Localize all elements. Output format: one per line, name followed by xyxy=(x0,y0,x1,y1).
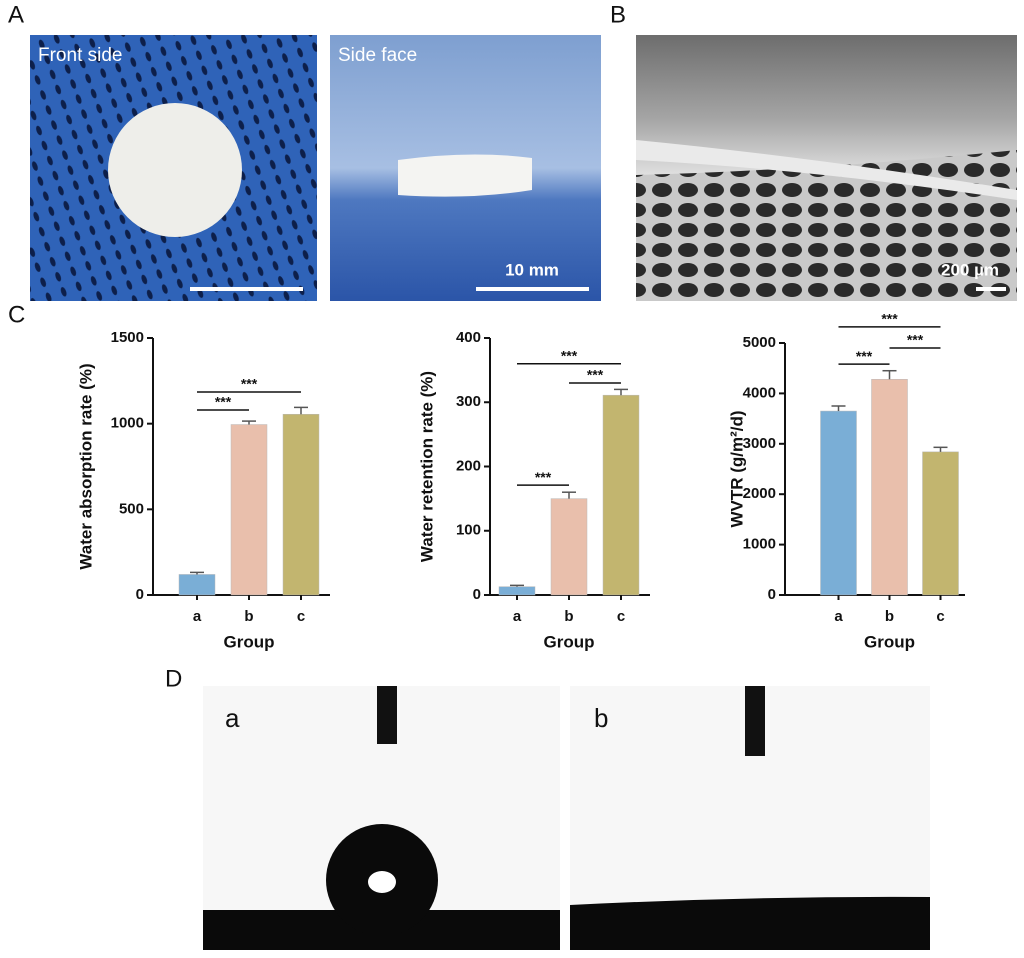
y-axis-label: WVTR (g/m²/d) xyxy=(727,410,746,527)
x-tick-label: a xyxy=(513,608,522,625)
bar xyxy=(922,451,959,596)
bar xyxy=(602,394,640,596)
photo-label: b xyxy=(594,703,608,733)
x-tick-label: b xyxy=(564,608,573,625)
y-tick-label: 0 xyxy=(768,586,776,603)
needle xyxy=(377,686,397,744)
bar xyxy=(820,410,857,596)
bar xyxy=(178,574,216,596)
y-tick-label: 3000 xyxy=(743,435,776,452)
bar xyxy=(282,413,320,596)
scale-bar xyxy=(976,287,1006,291)
panel-label: C xyxy=(8,301,25,328)
significance-label: *** xyxy=(856,348,873,364)
y-tick-label: 0 xyxy=(473,586,481,603)
y-tick-label: 0 xyxy=(136,586,144,603)
bar xyxy=(230,424,268,596)
bar xyxy=(550,498,588,596)
x-axis-label: Group xyxy=(864,632,915,651)
scale-bar xyxy=(476,287,589,291)
sample-disk xyxy=(108,103,242,237)
scale-bar xyxy=(190,287,303,291)
x-tick-label: c xyxy=(297,608,305,625)
x-axis-label: Group xyxy=(224,632,275,651)
significance-label: *** xyxy=(241,376,258,392)
photo-label: a xyxy=(225,703,240,733)
bar xyxy=(871,379,908,596)
y-tick-label: 2000 xyxy=(743,485,776,502)
significance-label: *** xyxy=(561,347,578,363)
scale-label: 10 mm xyxy=(505,260,559,279)
bar xyxy=(498,586,536,596)
panel-label: A xyxy=(8,1,24,28)
needle xyxy=(745,686,765,756)
y-tick-label: 500 xyxy=(119,500,144,517)
x-axis-label: Group xyxy=(544,632,595,651)
y-tick-label: 1000 xyxy=(743,536,776,553)
x-tick-label: c xyxy=(936,608,944,625)
y-tick-label: 400 xyxy=(456,329,481,346)
photo-caption: Front side xyxy=(38,45,122,66)
significance-label: *** xyxy=(881,311,898,327)
significance-label: *** xyxy=(215,394,232,410)
sem-layer xyxy=(636,140,1017,200)
droplet-highlight xyxy=(368,871,396,893)
y-tick-label: 1000 xyxy=(111,415,144,432)
sem-membrane xyxy=(636,35,1017,175)
significance-label: *** xyxy=(907,332,924,348)
y-tick-label: 5000 xyxy=(743,334,776,351)
sample-side xyxy=(398,154,532,197)
y-axis-label: Water retention rate (%) xyxy=(417,371,436,562)
y-axis-label: Water absorption rate (%) xyxy=(76,363,95,569)
substrate xyxy=(570,896,930,950)
x-tick-label: a xyxy=(193,608,202,625)
y-tick-label: 100 xyxy=(456,522,481,539)
panel-label: D xyxy=(165,665,182,692)
x-tick-label: b xyxy=(885,608,894,625)
y-tick-label: 200 xyxy=(456,457,481,474)
y-tick-label: 1500 xyxy=(111,329,144,346)
y-tick-label: 4000 xyxy=(743,384,776,401)
photo-caption: Side face xyxy=(338,45,417,66)
x-tick-label: b xyxy=(244,608,253,625)
scale-label: 200 µm xyxy=(941,260,999,279)
x-tick-label: c xyxy=(617,608,625,625)
panel-label: B xyxy=(610,1,626,28)
y-tick-label: 300 xyxy=(456,393,481,410)
significance-label: *** xyxy=(587,367,604,383)
significance-label: *** xyxy=(535,469,552,485)
x-tick-label: a xyxy=(834,608,843,625)
